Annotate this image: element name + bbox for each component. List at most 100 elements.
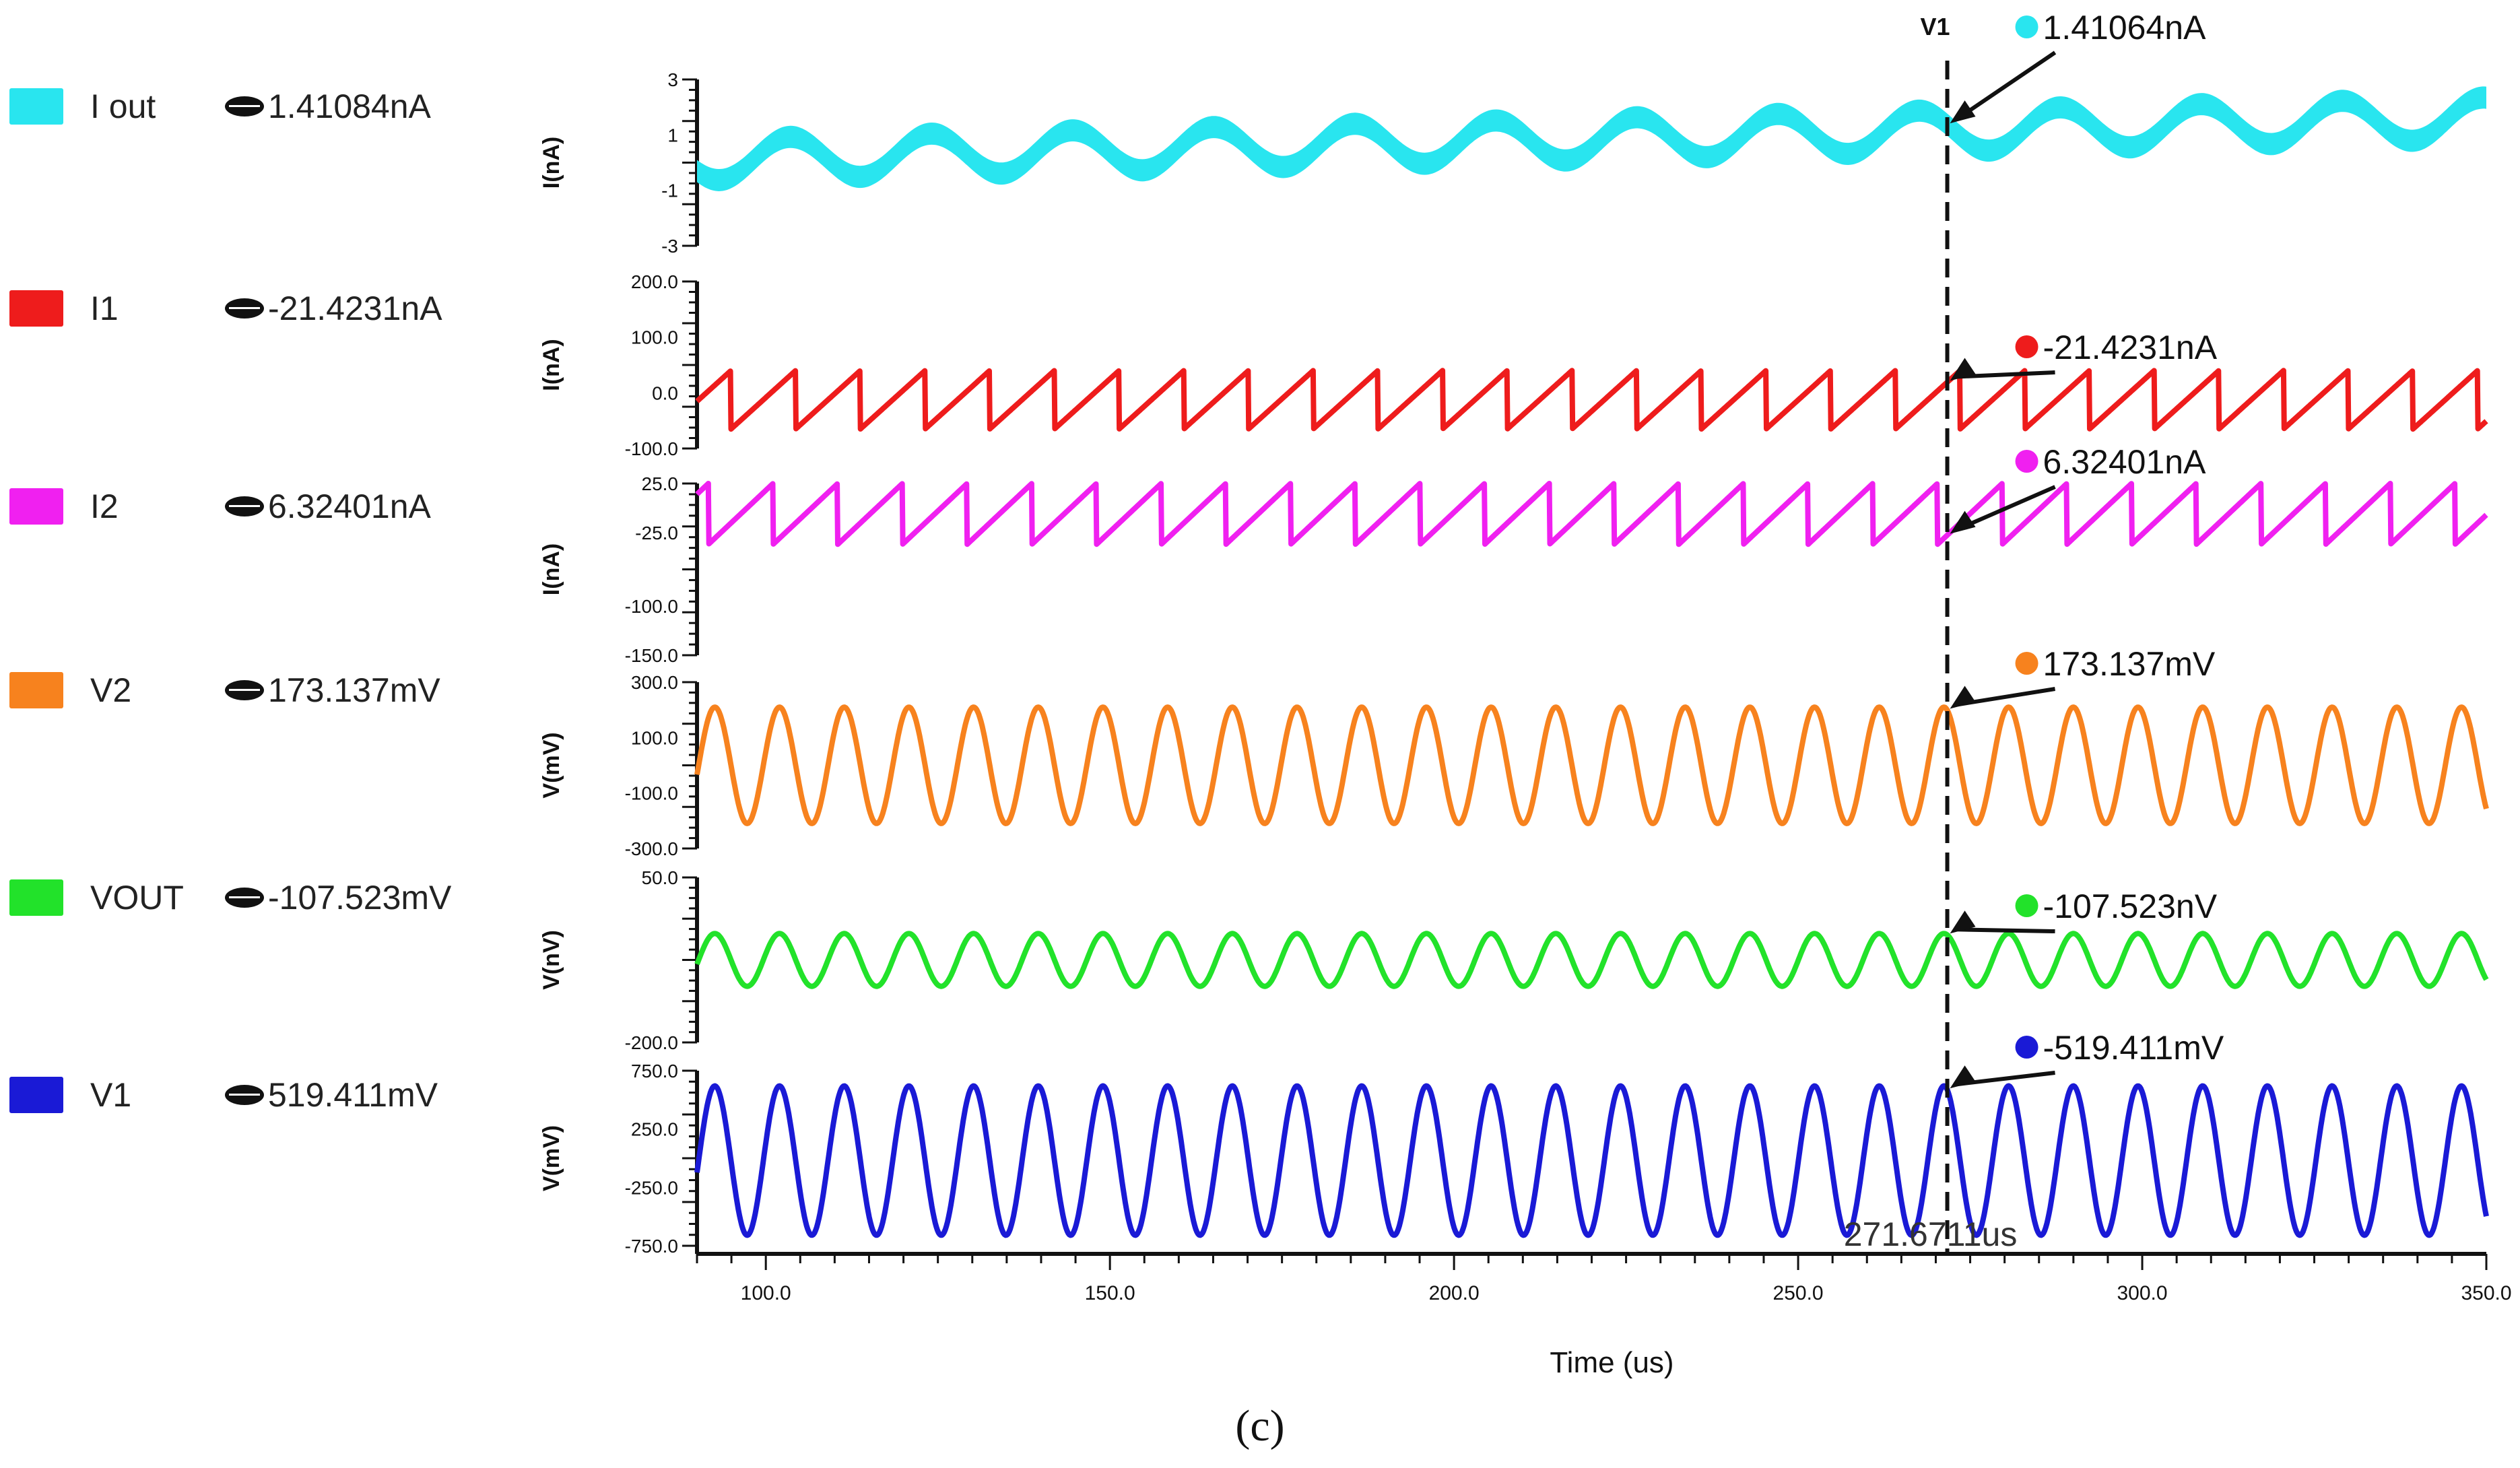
y-tick-label: -200.0: [625, 1032, 678, 1053]
x-axis-label: Time (us): [1550, 1346, 1673, 1379]
legend-label: I out: [90, 88, 156, 125]
probe-icon: [225, 888, 264, 908]
y-tick-label: -150.0: [625, 645, 678, 666]
y-tick-label: 0.0: [652, 382, 678, 403]
cursor-time-label: 271.6711us: [1844, 1215, 2018, 1253]
y-tick-label: -100.0: [625, 783, 678, 804]
legend-label: I2: [90, 488, 119, 525]
cursor-arrowhead: [1950, 686, 1976, 709]
y-tick-label: 25.0: [642, 473, 679, 494]
legend-item: V2 173.137mV: [9, 667, 440, 714]
legend-item: I2 6.32401nA: [9, 483, 431, 530]
y-tick-label: 200.0: [631, 271, 678, 292]
y-tick-label: -100.0: [625, 596, 678, 617]
series-line: [694, 704, 2489, 826]
y-tick-label: -300.0: [625, 838, 678, 859]
series-i-out: [697, 86, 2486, 191]
y-axis-label: I(nA): [539, 339, 564, 391]
cursor-arrowhead: [1950, 1065, 1976, 1089]
legend: I out 1.41084nA I1 -21.4231nA I2 6.32401nA V2 1…: [0, 0, 512, 1185]
y-axis-label: V(nV): [539, 930, 564, 990]
y-tick-label: 300.0: [631, 672, 678, 693]
legend-value: 6.32401nA: [268, 488, 431, 525]
series-line: [694, 481, 2489, 547]
cursor-value-label: -21.4231nA: [2043, 329, 2218, 366]
cursor-arrowhead: [1950, 100, 1976, 124]
y-tick-label: -25.0: [635, 523, 678, 543]
y-axis-label: V(mV): [539, 732, 564, 798]
cursor-marker-dot: [2015, 450, 2038, 473]
probe-icon: [225, 496, 264, 516]
series-line: [694, 931, 2489, 989]
cursor-arrowhead: [1950, 910, 1976, 934]
cursor-name: V1: [1921, 13, 1950, 40]
legend-item: VOUT -107.523mV: [9, 874, 451, 921]
legend-label: I1: [90, 290, 119, 327]
y-tick-label: 1: [667, 125, 678, 145]
legend-swatch: [9, 879, 63, 916]
legend-value: -107.523mV: [268, 879, 452, 916]
x-tick-label: 350.0: [2461, 1282, 2511, 1304]
y-tick-label: 3: [667, 69, 678, 90]
x-tick-label: 150.0: [1085, 1282, 1135, 1304]
legend-label: VOUT: [90, 879, 184, 916]
legend-swatch: [9, 488, 63, 525]
cursor-arrow: [1956, 485, 2056, 532]
cursor-arrowhead: [1950, 510, 1976, 534]
y-tick-label: -750.0: [625, 1236, 678, 1257]
series-vout: [694, 931, 2489, 989]
y-tick-label: 750.0: [631, 1061, 678, 1081]
cursor-value-label: -107.523nV: [2043, 888, 2218, 925]
legend-item: V1 519.411mV: [9, 1071, 438, 1119]
probe-icon: [225, 298, 264, 319]
legend-label: V1: [90, 1076, 132, 1114]
x-tick-label: 250.0: [1773, 1282, 1824, 1304]
cursor-value-label: 6.32401nA: [2043, 443, 2207, 481]
cursor-arrow: [1956, 927, 2055, 933]
legend-swatch: [9, 88, 63, 125]
series-v2: [694, 704, 2489, 826]
cursor-value-label: 1.41064nA: [2043, 9, 2207, 46]
series-band: [697, 86, 2486, 191]
y-tick-label: 100.0: [631, 327, 678, 348]
legend-item: I1 -21.4231nA: [9, 285, 442, 332]
x-tick-label: 200.0: [1429, 1282, 1480, 1304]
series-v1: [694, 1083, 2489, 1238]
cursor-marker-dot: [2015, 1036, 2038, 1059]
y-tick-label: 50.0: [642, 867, 679, 888]
legend-swatch: [9, 672, 63, 708]
y-tick-label: -1: [661, 180, 678, 201]
cursor-arrow: [1956, 1071, 2055, 1087]
legend-item: I out 1.41084nA: [9, 83, 431, 130]
cursor-marker-dot: [2015, 335, 2038, 358]
legend-value: -21.4231nA: [268, 290, 442, 327]
y-tick-label: -3: [661, 236, 678, 257]
probe-icon: [225, 96, 264, 116]
y-axis-label: V(mV): [539, 1125, 564, 1191]
probe-icon: [225, 1085, 264, 1105]
cursor-arrow: [1956, 370, 2055, 379]
y-axis-label: I(nA): [539, 137, 564, 189]
y-tick-label: -100.0: [625, 438, 678, 459]
legend-value: 1.41084nA: [268, 88, 431, 125]
y-axis-label: I(nA): [539, 543, 564, 595]
series-line: [694, 1083, 2489, 1238]
figure-caption: (c): [1235, 1401, 1285, 1450]
y-tick-label: -250.0: [625, 1177, 678, 1198]
cursor-marker-dot: [2015, 894, 2038, 917]
legend-swatch: [9, 290, 63, 327]
series-i1: [694, 368, 2489, 432]
y-tick-label: 100.0: [631, 727, 678, 748]
y-tick-label: 250.0: [631, 1119, 678, 1140]
x-tick-label: 300.0: [2117, 1282, 2167, 1304]
cursor-value-label: 173.137mV: [2043, 645, 2216, 683]
x-tick-label: 100.0: [741, 1282, 791, 1304]
legend-value: 173.137mV: [268, 671, 440, 709]
probe-icon: [225, 680, 264, 700]
legend-value: 519.411mV: [268, 1076, 438, 1114]
cursor-value-label: -519.411mV: [2043, 1029, 2224, 1067]
legend-swatch: [9, 1077, 63, 1113]
cursor-marker-dot: [2015, 15, 2038, 38]
cursor-marker-dot: [2015, 652, 2038, 675]
